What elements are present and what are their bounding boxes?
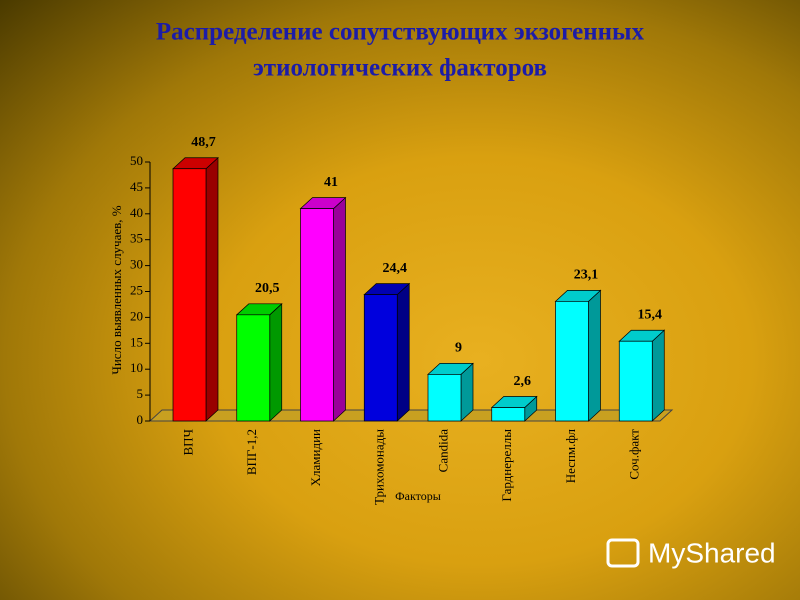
bar-side <box>651 329 665 422</box>
bar-side <box>396 282 410 422</box>
watermark: MyShared <box>648 537 776 568</box>
x-tick-label: Трихомонады <box>372 429 387 505</box>
value-label: 20,5 <box>255 281 280 296</box>
bar <box>427 374 462 422</box>
value-label: 2,6 <box>514 374 532 389</box>
y-tick-label: 5 <box>137 386 144 401</box>
y-tick-label: 25 <box>130 282 143 297</box>
bar-side <box>588 289 601 422</box>
x-tick-label: Candida <box>435 429 450 473</box>
x-tick-label: ВПГ-1,2 <box>244 429 259 475</box>
y-tick-label: 0 <box>137 412 144 427</box>
x-tick-label: Соч.факт <box>627 429 642 480</box>
watermark-icon <box>606 538 640 568</box>
y-tick-label: 45 <box>130 179 143 194</box>
bar <box>555 300 589 422</box>
chart-title: этиологических факторов <box>253 55 547 82</box>
bar <box>491 407 526 422</box>
value-label: 48,7 <box>191 135 216 150</box>
bar <box>236 314 271 422</box>
x-tick-label: ВПЧ <box>180 428 195 455</box>
y-tick-label: 50 <box>130 153 143 168</box>
bar <box>363 294 398 422</box>
y-tick-label: 30 <box>130 257 143 272</box>
y-tick-label: 35 <box>130 231 143 246</box>
value-label: 15,4 <box>638 307 663 322</box>
value-label: 41 <box>324 175 338 190</box>
chart-title: Распределение сопутствующих экзогенных <box>156 19 645 46</box>
y-axis-label: Число выявленных случаев, % <box>109 205 124 374</box>
value-label: 9 <box>455 341 462 356</box>
y-tick-label: 20 <box>130 308 143 323</box>
x-tick-label: Неспм.фл <box>563 428 578 483</box>
bar-side <box>269 303 283 422</box>
y-tick-label: 40 <box>130 205 143 220</box>
x-tick-label: Хламидии <box>308 429 323 486</box>
x-tick-label: Гарднереллы <box>499 429 514 502</box>
value-label: 23,1 <box>574 268 599 283</box>
bar-side <box>205 156 219 422</box>
value-label: 24,4 <box>383 261 408 276</box>
bar <box>172 168 207 422</box>
y-tick-label: 10 <box>130 360 143 375</box>
bar <box>300 208 334 422</box>
floor <box>148 409 674 422</box>
y-tick-label: 15 <box>130 334 143 349</box>
bar <box>618 340 653 422</box>
bar-side <box>333 196 346 422</box>
x-axis-label: Факторы <box>395 489 441 503</box>
